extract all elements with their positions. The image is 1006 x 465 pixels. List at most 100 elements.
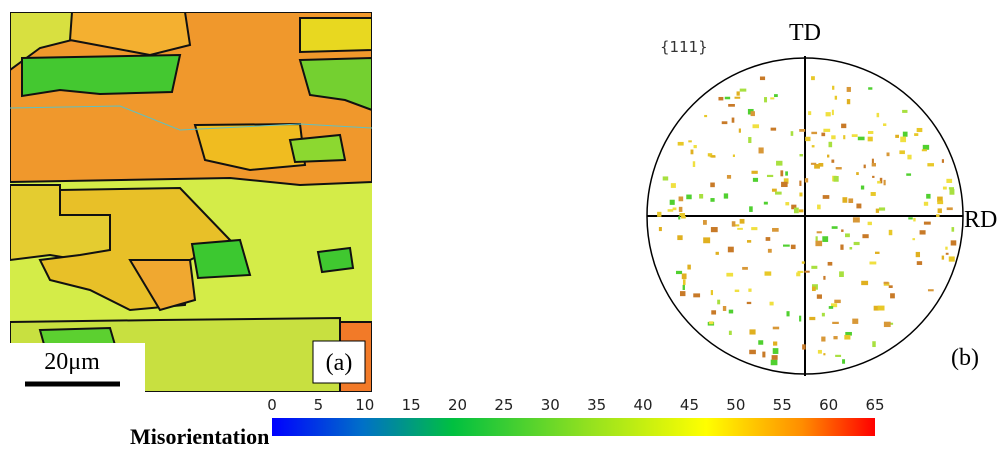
pole-point xyxy=(854,242,860,245)
pole-point xyxy=(724,193,728,198)
pole-point xyxy=(836,167,842,169)
pole-point xyxy=(845,233,850,237)
pole-point xyxy=(691,150,694,155)
pole-point xyxy=(771,128,776,131)
pole-point xyxy=(877,113,880,117)
pole-point xyxy=(834,300,840,303)
pole-point xyxy=(868,87,872,89)
pole-point xyxy=(751,111,755,116)
colorbar-tick-label: 0 xyxy=(267,396,277,414)
pole-point xyxy=(947,207,953,210)
pole-point xyxy=(811,132,817,134)
grain xyxy=(290,135,345,162)
colorbar-label: Misorientation xyxy=(130,424,269,449)
pole-point xyxy=(833,336,837,339)
pole-point xyxy=(802,261,805,263)
colorbar: Misorientation 0510152025303540455055606… xyxy=(130,396,885,449)
pole-point xyxy=(770,97,774,99)
pole-point xyxy=(926,194,930,199)
pole-point xyxy=(774,94,778,97)
pole-point xyxy=(889,230,893,235)
pole-point xyxy=(742,267,748,270)
pole-point xyxy=(895,135,899,138)
pole-point xyxy=(694,145,697,148)
pole-point xyxy=(773,341,777,345)
pole-point xyxy=(864,165,866,169)
pole-point xyxy=(823,276,825,280)
pole-point xyxy=(877,181,881,184)
pole-point xyxy=(872,163,876,167)
pole-point xyxy=(732,221,736,226)
pole-point xyxy=(679,196,684,201)
pole-point xyxy=(783,245,790,247)
pole-point xyxy=(668,209,674,212)
colorbar-tick-label: 20 xyxy=(448,396,467,414)
pole-point xyxy=(722,121,728,124)
pole-point xyxy=(718,97,723,100)
pole-point xyxy=(883,123,886,126)
pole-point xyxy=(703,237,710,243)
pole-point xyxy=(772,189,777,192)
grain xyxy=(318,248,353,272)
pole-point xyxy=(764,202,768,205)
pole-point xyxy=(879,207,885,210)
pole-point xyxy=(817,205,821,210)
pole-point xyxy=(796,272,800,276)
pole-point xyxy=(805,137,810,141)
pole-point xyxy=(753,124,760,128)
pole-point xyxy=(680,291,685,296)
pole-point xyxy=(785,202,789,205)
pole-point xyxy=(693,293,700,297)
pole-point xyxy=(812,145,815,147)
pole-point xyxy=(737,91,740,95)
pole-point xyxy=(799,154,803,156)
pole-point xyxy=(791,245,796,249)
pole-point xyxy=(946,179,952,183)
pole-point xyxy=(832,226,838,229)
pole-point xyxy=(799,209,804,212)
pole-point xyxy=(852,134,858,137)
pole-point xyxy=(937,201,943,205)
pole-point xyxy=(808,111,811,115)
pole-point xyxy=(776,161,782,166)
pole-point xyxy=(770,302,774,306)
pole-point xyxy=(767,175,773,177)
pole-point xyxy=(828,262,833,266)
pole-point xyxy=(842,197,847,203)
pole-point xyxy=(729,310,733,314)
grain xyxy=(22,55,180,96)
pole-point xyxy=(794,208,799,214)
panel-label: (a) xyxy=(326,350,353,376)
pole-point xyxy=(853,217,860,222)
colorbar-tick-label: 60 xyxy=(819,396,838,414)
pole-point xyxy=(924,222,931,225)
pole-point xyxy=(732,118,735,123)
pole-point xyxy=(749,206,753,212)
pole-point xyxy=(861,281,868,285)
pole-point xyxy=(850,247,853,249)
pole-point xyxy=(835,355,841,357)
pole-point xyxy=(802,344,806,349)
pole-point xyxy=(681,216,686,219)
pole-point xyxy=(679,207,683,212)
pole-point xyxy=(945,247,947,250)
pole-point xyxy=(922,149,927,151)
pole-point xyxy=(711,310,716,314)
pole-point xyxy=(868,222,872,225)
pole-point xyxy=(876,209,879,213)
colorbar-tick-label: 35 xyxy=(587,396,606,414)
pole-point xyxy=(906,173,911,175)
pole-point xyxy=(729,331,732,335)
colorbar-tick-label: 40 xyxy=(634,396,653,414)
pole-point xyxy=(827,155,829,158)
pole-point xyxy=(785,171,788,175)
pole-point xyxy=(907,155,911,160)
pole-point xyxy=(775,192,782,195)
pole-point xyxy=(728,247,734,253)
pole-point xyxy=(811,163,816,165)
pole-point xyxy=(678,142,684,146)
pole-point xyxy=(673,207,677,210)
pole-point xyxy=(840,245,843,250)
pole-point xyxy=(832,110,834,115)
pole-point xyxy=(753,178,758,182)
